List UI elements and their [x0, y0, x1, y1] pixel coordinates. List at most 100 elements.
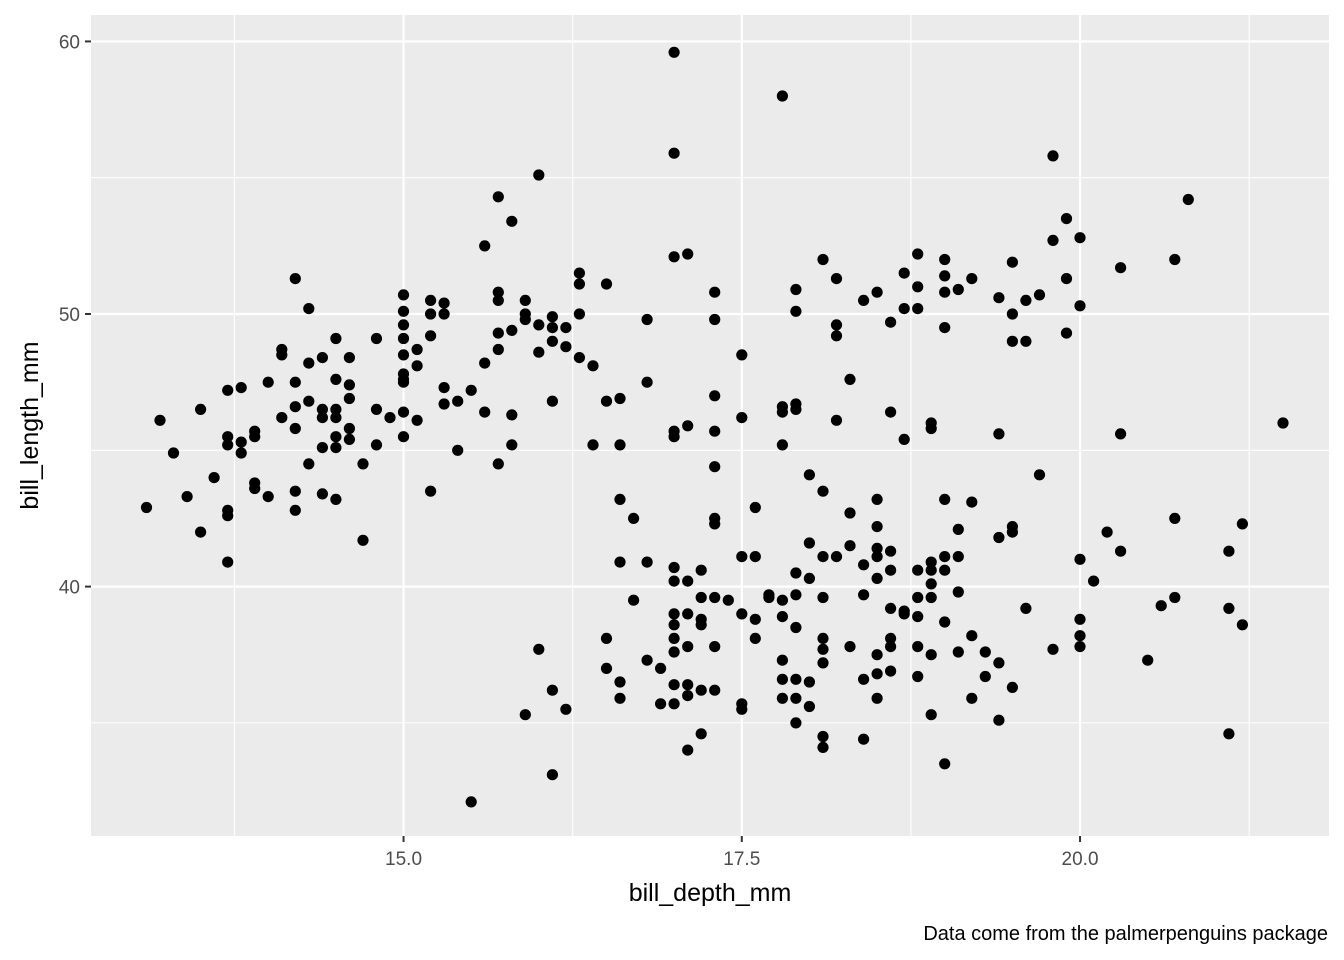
data-point [817, 632, 829, 645]
data-point [668, 46, 680, 58]
data-point [749, 632, 761, 645]
data-point [465, 796, 477, 808]
data-point [289, 376, 301, 388]
data-point [790, 717, 802, 729]
data-point [993, 428, 1005, 440]
data-point [709, 684, 721, 696]
data-point [546, 684, 559, 696]
data-point [614, 392, 626, 405]
data-point [749, 501, 761, 514]
data-point [763, 591, 775, 604]
data-point [939, 758, 951, 770]
data-point [533, 169, 545, 181]
data-point [560, 322, 572, 334]
data-point [993, 531, 1005, 544]
data-point [668, 561, 680, 574]
data-point [844, 540, 856, 552]
data-point [330, 493, 342, 505]
data-point [709, 518, 721, 530]
y-tick-label: 60 [59, 32, 80, 53]
data-point [506, 324, 518, 336]
data-point [912, 281, 924, 293]
data-point [560, 341, 572, 353]
data-point [1074, 553, 1086, 565]
data-point [546, 311, 559, 323]
data-point [600, 395, 613, 407]
data-point [222, 431, 234, 443]
data-point [736, 551, 748, 563]
data-point [1006, 308, 1019, 320]
data-point [871, 572, 883, 585]
data-point [600, 278, 613, 290]
data-point [1155, 600, 1167, 612]
data-point [790, 305, 802, 317]
data-point [1006, 526, 1019, 538]
data-point [668, 431, 680, 443]
data-point [776, 673, 789, 685]
data-point [573, 278, 586, 290]
data-point [993, 657, 1005, 669]
data-point [790, 403, 802, 415]
data-point [1020, 602, 1032, 615]
data-point [939, 253, 951, 266]
data-point [817, 643, 829, 655]
data-point [397, 431, 410, 443]
data-point [1060, 213, 1073, 225]
data-point [492, 343, 504, 356]
data-point [573, 308, 586, 320]
data-point [1047, 234, 1059, 246]
x-tick-label: 15.0 [385, 849, 422, 870]
data-point [330, 431, 342, 443]
data-point [397, 406, 410, 418]
data-point [776, 594, 789, 606]
data-point [695, 728, 707, 740]
data-point [303, 395, 315, 407]
data-point [397, 373, 410, 385]
data-point [438, 297, 450, 309]
data-point [871, 493, 883, 505]
data-point [438, 398, 450, 410]
data-point [776, 654, 789, 666]
data-point [885, 564, 897, 576]
data-point [885, 632, 897, 645]
data-point [397, 349, 410, 361]
data-point [979, 670, 991, 683]
data-point [506, 215, 518, 227]
data-point [803, 537, 816, 549]
data-point [695, 591, 707, 604]
data-point [425, 294, 437, 306]
data-point [925, 556, 937, 568]
data-point [1182, 193, 1194, 206]
data-point [898, 608, 910, 620]
data-point [749, 613, 761, 625]
data-point [682, 608, 694, 620]
data-point [790, 692, 802, 704]
data-point [1236, 619, 1248, 631]
data-point [925, 578, 937, 590]
data-point [546, 769, 559, 781]
data-point [492, 286, 504, 298]
data-point [668, 698, 680, 710]
data-point [871, 521, 883, 533]
data-point [600, 662, 613, 675]
data-point [885, 665, 897, 677]
data-point [695, 619, 707, 631]
data-point [222, 510, 234, 522]
data-point [343, 422, 355, 435]
data-point [1020, 294, 1032, 306]
data-point [370, 439, 383, 451]
data-point [628, 512, 640, 525]
data-point [885, 406, 897, 418]
data-point [330, 332, 342, 345]
data-point [885, 545, 897, 557]
data-point [912, 641, 924, 653]
data-point [1223, 728, 1235, 740]
data-point [546, 322, 559, 334]
data-point [533, 319, 545, 331]
data-point [952, 586, 964, 598]
data-point [316, 352, 328, 364]
data-point [1223, 602, 1235, 615]
data-point [154, 414, 166, 426]
data-point [1236, 518, 1248, 530]
